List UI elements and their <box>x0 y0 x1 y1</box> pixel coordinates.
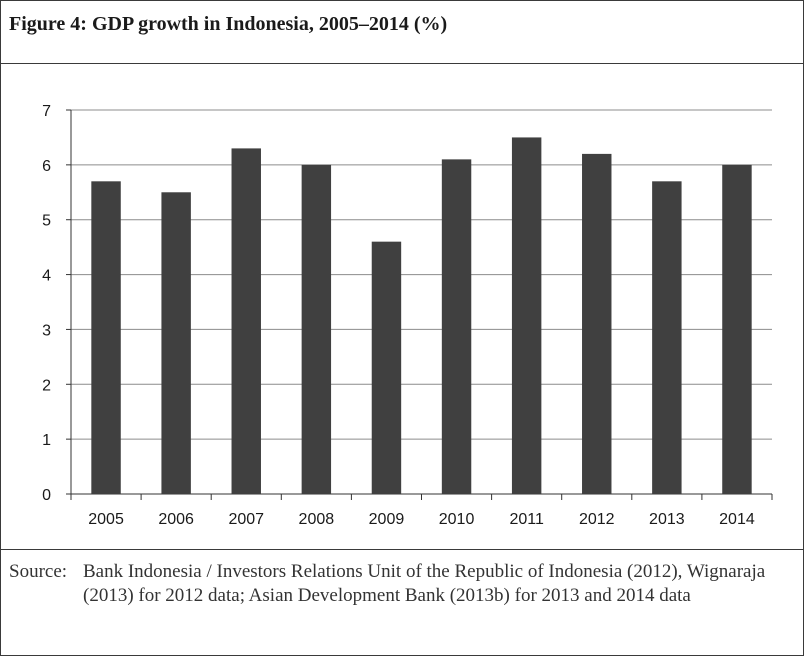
y-tick-label-1: 1 <box>42 432 51 449</box>
y-tick-label-3: 3 <box>42 322 51 339</box>
source-text: Bank Indonesia / Investors Relations Uni… <box>83 561 766 606</box>
title-bar: Figure 4: GDP growth in Indonesia, 2005–… <box>1 1 803 64</box>
bar-2014 <box>722 164 752 494</box>
bar-2009 <box>371 241 402 494</box>
y-tick-label-6: 6 <box>42 158 51 175</box>
bar-2006 <box>161 192 191 495</box>
y-tick-label-5: 5 <box>42 213 51 230</box>
bar-2012 <box>582 153 612 494</box>
x-tick-label-2013: 2013 <box>649 511 685 528</box>
y-tick-label-0: 0 <box>42 487 51 504</box>
x-tick-label-2011: 2011 <box>509 511 544 528</box>
bar-chart: 0 1 2 3 4 5 6 7 2005 2006 2007 2008 2009 2010 2011 2012… <box>42 103 773 528</box>
y-tick-label-4: 4 <box>42 268 51 285</box>
bar-2010 <box>441 159 472 494</box>
source-label: Source: <box>9 561 68 582</box>
source-note: Source: Bank Indonesia / Investors Relat… <box>1 549 803 656</box>
x-tick-label-2012: 2012 <box>579 511 615 528</box>
figure-title: Figure 4: GDP growth in Indonesia, 2005–… <box>9 13 448 35</box>
chart-area: 0 1 2 3 4 5 6 7 2005 2006 2007 2008 2009 2010 2011 2012… <box>1 64 803 549</box>
bar-2005 <box>91 181 121 495</box>
y-tick-label-2: 2 <box>42 377 51 394</box>
x-tick-label-2014: 2014 <box>719 511 755 528</box>
bar-2008 <box>301 164 332 494</box>
x-tick-label-2007: 2007 <box>228 511 264 528</box>
bar-2013 <box>652 181 682 495</box>
y-tick-label-7: 7 <box>42 103 51 120</box>
x-tick-label-2009: 2009 <box>369 511 405 528</box>
x-tick-label-2008: 2008 <box>299 511 335 528</box>
bar-2011 <box>511 137 542 494</box>
bar-2007 <box>231 148 261 494</box>
x-tick-label-2010: 2010 <box>439 511 475 528</box>
x-tick-label-2005: 2005 <box>88 511 124 528</box>
x-tick-label-2006: 2006 <box>158 511 194 528</box>
